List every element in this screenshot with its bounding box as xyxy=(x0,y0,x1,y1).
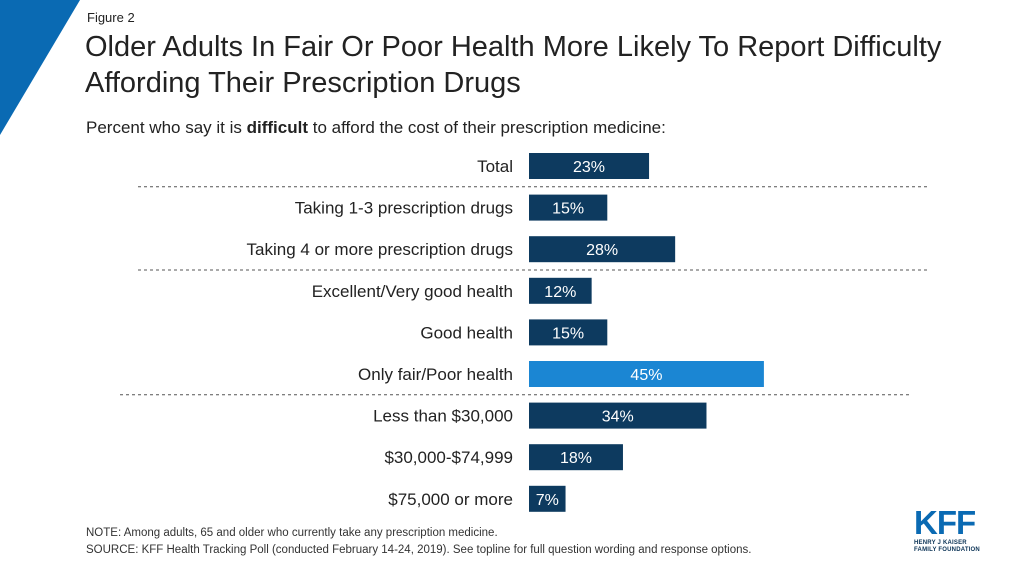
bar-less-than-30-000 xyxy=(529,402,707,429)
corner-accent-shape xyxy=(0,0,80,135)
category-label-taking-4-or-more-prescription-drugs: Taking 4 or more prescription drugs xyxy=(247,240,513,259)
kff-logo-line1: HENRY J KAISER xyxy=(914,540,967,546)
corner-accent-triangle xyxy=(0,0,80,135)
value-label-30-000-74-999: 18% xyxy=(560,450,592,467)
category-label-less-than-30-000: Less than $30,000 xyxy=(373,407,513,426)
value-label-excellent-very-good-health: 12% xyxy=(544,284,576,301)
kff-logo-letters: KFF xyxy=(914,504,976,541)
bar-only-fair-poor-health xyxy=(529,361,764,387)
category-label-taking-1-3-prescription-drugs: Taking 1-3 prescription drugs xyxy=(295,199,513,218)
category-label-75-000-or-more: $75,000 or more xyxy=(388,490,513,509)
bar-taking-4-or-more-prescription-drugs xyxy=(529,236,676,263)
value-label-total: 23% xyxy=(573,159,605,176)
chart-subtitle: Percent who say it is difficult to affor… xyxy=(86,118,666,138)
bar-excellent-very-good-health xyxy=(529,277,592,304)
kff-logo-line2: FAMILY FOUNDATION xyxy=(914,547,980,553)
bar-taking-1-3-prescription-drugs xyxy=(529,194,608,221)
category-label-only-fair-poor-health: Only fair/Poor health xyxy=(358,365,513,384)
subtitle-tail: to afford the cost of their prescription… xyxy=(308,118,666,137)
value-label-75-000-or-more: 7% xyxy=(536,492,559,509)
chart-title: Older Adults In Fair Or Poor Health More… xyxy=(85,31,942,99)
value-label-taking-1-3-prescription-drugs: 15% xyxy=(552,201,584,218)
subtitle-lead: Percent who say it is xyxy=(86,118,247,137)
value-label-taking-4-or-more-prescription-drugs: 28% xyxy=(586,242,618,259)
category-label-total: Total xyxy=(477,157,513,176)
category-label-excellent-very-good-health: Excellent/Very good health xyxy=(312,282,513,301)
note-text: NOTE: Among adults, 65 and older who cur… xyxy=(86,527,498,539)
figure-label: Figure 2 xyxy=(87,10,135,25)
value-label-only-fair-poor-health: 45% xyxy=(630,367,662,384)
bar-30-000-74-999 xyxy=(529,444,623,471)
value-label-good-health: 15% xyxy=(552,325,584,342)
footnotes: NOTE: Among adults, 65 and older who cur… xyxy=(86,525,751,559)
bar-good-health xyxy=(529,319,608,346)
category-label-good-health: Good health xyxy=(420,323,513,342)
source-text: SOURCE: KFF Health Tracking Poll (conduc… xyxy=(86,544,752,556)
category-label-30-000-74-999: $30,000-$74,999 xyxy=(384,448,513,467)
value-label-less-than-30-000: 34% xyxy=(602,409,634,426)
bar-total xyxy=(529,153,650,179)
bar-75-000-or-more xyxy=(529,485,566,512)
subtitle-emphasis: difficult xyxy=(246,118,309,137)
kff-logo: KFF HENRY J KAISER FAMILY FOUNDATION xyxy=(914,506,998,554)
